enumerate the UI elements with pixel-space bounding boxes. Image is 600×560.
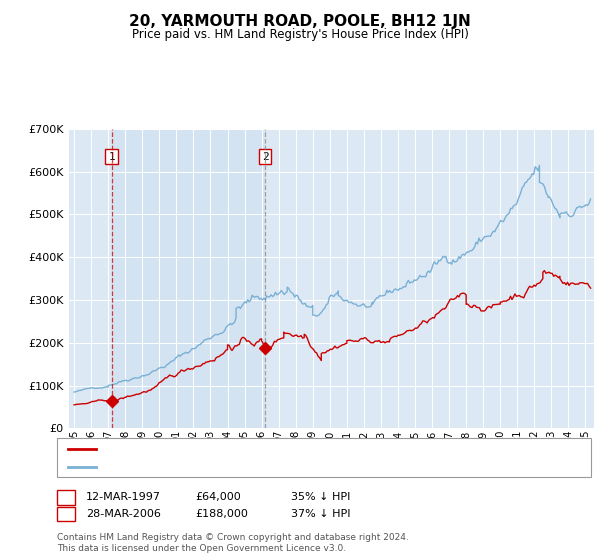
Bar <box>112 129 265 428</box>
Text: 28-MAR-2006: 28-MAR-2006 <box>86 509 161 519</box>
Text: 12-MAR-1997: 12-MAR-1997 <box>86 492 161 502</box>
Text: 2: 2 <box>62 509 70 519</box>
Text: 20, YARMOUTH ROAD, POOLE, BH12 1JN (detached house): 20, YARMOUTH ROAD, POOLE, BH12 1JN (deta… <box>100 444 404 454</box>
Text: 35% ↓ HPI: 35% ↓ HPI <box>291 492 350 502</box>
Text: 1: 1 <box>108 152 115 162</box>
Text: 1: 1 <box>62 492 70 502</box>
Text: 2: 2 <box>262 152 268 162</box>
Text: HPI: Average price, detached house, Bournemouth Christchurch and Poole: HPI: Average price, detached house, Bour… <box>100 462 488 472</box>
Text: 37% ↓ HPI: 37% ↓ HPI <box>291 509 350 519</box>
Text: £188,000: £188,000 <box>195 509 248 519</box>
Text: Price paid vs. HM Land Registry's House Price Index (HPI): Price paid vs. HM Land Registry's House … <box>131 28 469 41</box>
Text: £64,000: £64,000 <box>195 492 241 502</box>
Text: Contains HM Land Registry data © Crown copyright and database right 2024.
This d: Contains HM Land Registry data © Crown c… <box>57 533 409 553</box>
Text: 20, YARMOUTH ROAD, POOLE, BH12 1JN: 20, YARMOUTH ROAD, POOLE, BH12 1JN <box>129 14 471 29</box>
